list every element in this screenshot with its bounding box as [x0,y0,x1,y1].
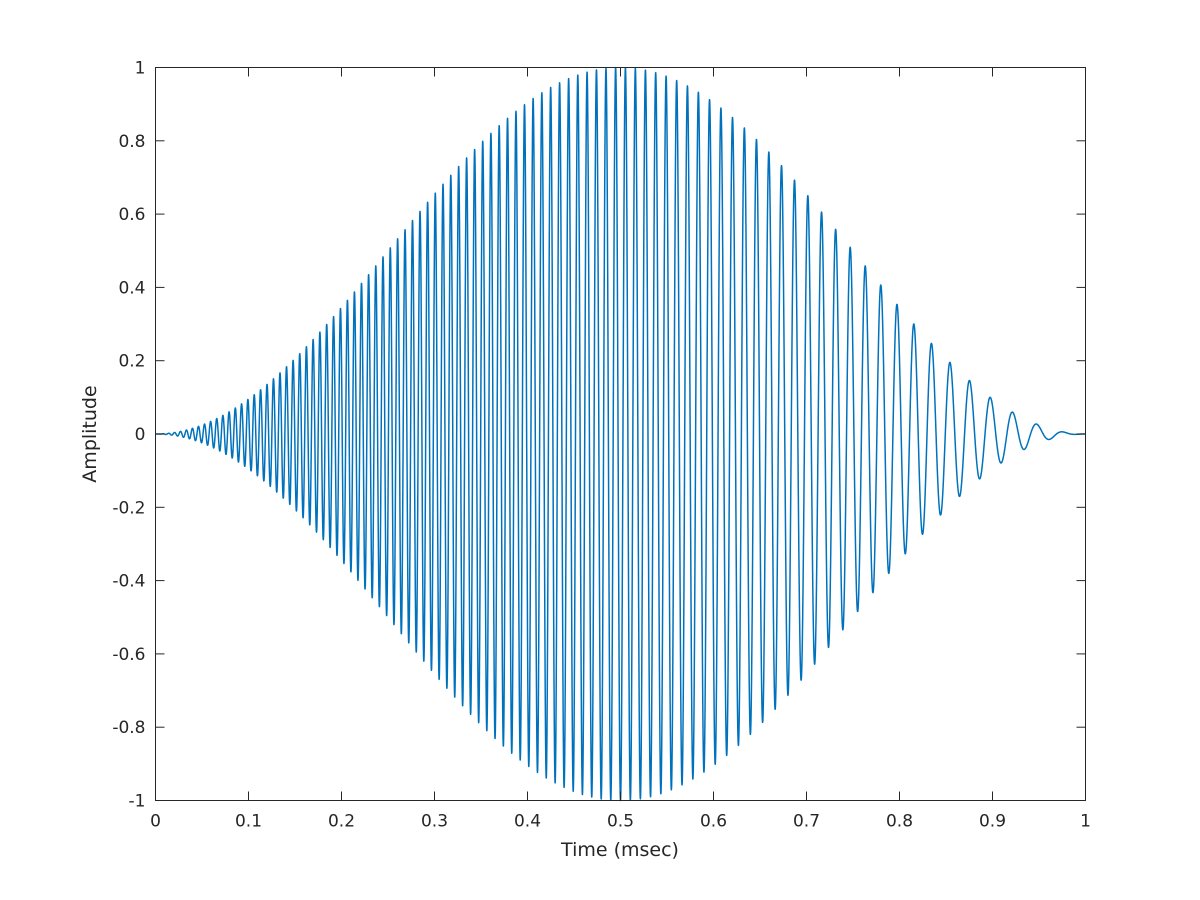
x-tick-label: 0.4 [514,812,541,832]
y-tick-label: 1 [135,59,146,79]
y-tick-label: -0.2 [112,498,145,518]
x-tick-label: 0.7 [793,812,820,832]
x-tick-label: 0.2 [328,812,355,832]
x-tick-label: 0.9 [979,812,1006,832]
plot-area [154,66,1087,802]
x-axis-label: Time (msec) [560,839,679,861]
x-axis: 0 0.1 0.2 0.3 0.4 0.5 0.6 0.7 0.8 0.9 1 [150,67,1091,832]
y-tick-label: 0.8 [118,132,145,152]
y-tick-label: -0.8 [112,718,145,738]
x-tick-label: 0 [150,812,161,832]
y-axis: -1 -0.8 -0.6 -0.4 -0.2 0 0.2 0.4 0.6 0.8 1 [112,59,1086,812]
y-tick-label: 0.6 [118,205,145,225]
y-tick-label: 0 [135,425,146,445]
x-tick-label: 0.8 [886,812,913,832]
series-line-signal [154,66,1087,802]
x-tick-label: 0.3 [421,812,448,832]
y-axis-label: Amplitude [79,385,101,482]
x-tick-label: 0.6 [700,812,727,832]
x-tick-label: 0.5 [607,812,634,832]
y-tick-label: -1 [129,792,146,812]
x-tick-label: 0.1 [235,812,262,832]
x-tick-label: 1 [1080,812,1091,832]
y-tick-label: 0.4 [118,278,145,298]
y-tick-label: 0.2 [118,352,145,372]
y-tick-label: -0.4 [112,572,145,592]
y-tick-label: -0.6 [112,645,145,665]
